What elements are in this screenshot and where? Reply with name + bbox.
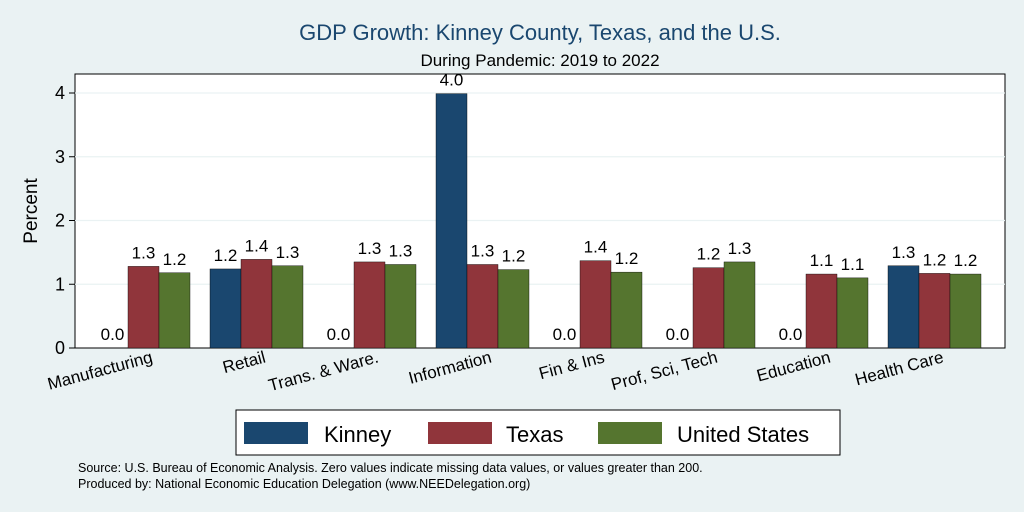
data-label-texas: 1.2 — [697, 245, 721, 264]
bar-united-states — [949, 273, 982, 349]
data-label-united-states: 1.3 — [276, 243, 300, 262]
data-label-kinney: 4.0 — [440, 71, 464, 90]
data-label-kinney: 0.0 — [327, 325, 351, 344]
data-labels: 0.0 1.2 0.0 4.0 0.0 0.0 0.0 1.3 1.3 1.4 1.3 1.3 1.4 1… — [101, 71, 978, 344]
bar-kinney — [887, 265, 920, 349]
category-label: Retail — [221, 348, 268, 378]
data-label-united-states: 1.2 — [502, 247, 526, 266]
bar-texas — [692, 267, 725, 349]
data-label-kinney: 0.0 — [779, 325, 803, 344]
data-label-united-states: 1.2 — [163, 250, 187, 269]
data-label-texas: 1.3 — [132, 243, 156, 262]
data-label-texas: 1.4 — [584, 238, 608, 257]
data-label-united-states: 1.3 — [389, 241, 413, 260]
data-label-kinney: 0.0 — [553, 325, 577, 344]
bar-united-states — [497, 269, 530, 349]
legend-label-texas: Texas — [506, 422, 563, 447]
bar-kinney — [435, 93, 468, 349]
legend-box — [235, 409, 841, 456]
data-label-united-states: 1.2 — [615, 249, 639, 268]
data-label-texas: 1.2 — [923, 250, 947, 269]
bar-united-states — [384, 264, 417, 349]
data-label-kinney: 1.3 — [892, 243, 916, 262]
legend: Kinney Texas United States — [235, 409, 841, 456]
data-label-united-states: 1.3 — [728, 239, 752, 258]
bar-texas — [353, 261, 386, 349]
data-label-texas: 1.3 — [358, 239, 382, 258]
category-label: Trans. & Ware. — [266, 348, 380, 396]
data-label-kinney: 1.2 — [214, 246, 238, 265]
category-label: Prof, Sci, Tech — [609, 348, 719, 395]
data-label-texas: 1.1 — [810, 251, 834, 270]
y-tick-label: 1 — [55, 274, 65, 294]
data-label-texas: 1.4 — [245, 236, 269, 255]
bar-texas — [805, 273, 838, 349]
y-tick-label: 3 — [55, 147, 65, 167]
legend-swatch-kinney — [244, 422, 308, 444]
y-tick-label: 4 — [55, 83, 65, 103]
y-tick-label: 2 — [55, 211, 65, 231]
category-label: Information — [406, 348, 493, 388]
bar-texas — [466, 264, 499, 349]
data-label-united-states: 1.1 — [841, 255, 865, 274]
category-label: Health Care — [853, 348, 946, 390]
data-label-kinney: 0.0 — [101, 325, 125, 344]
category-label: Education — [755, 348, 833, 386]
bar-united-states — [271, 265, 304, 349]
chart-title: GDP Growth: Kinney County, Texas, and th… — [299, 20, 781, 45]
produced-by-note: Produced by: National Economic Education… — [78, 477, 530, 491]
bar-united-states — [158, 272, 191, 349]
data-label-kinney: 0.0 — [666, 325, 690, 344]
bar-texas — [127, 266, 160, 349]
y-axis: 0 1 2 3 4 — [55, 83, 75, 358]
bar-texas — [579, 260, 612, 349]
legend-label-united-states: United States — [677, 422, 809, 447]
category-label: Fin & Ins — [537, 348, 607, 384]
bar-united-states — [610, 271, 643, 349]
bar-united-states — [836, 277, 869, 349]
y-axis-label: Percent — [21, 178, 42, 244]
data-label-united-states: 1.2 — [954, 251, 978, 270]
bar-kinney — [209, 268, 242, 349]
bar-united-states — [723, 261, 756, 349]
source-note: Source: U.S. Bureau of Economic Analysis… — [78, 461, 703, 475]
bars — [127, 93, 982, 349]
data-label-texas: 1.3 — [471, 241, 495, 260]
legend-swatch-united-states — [598, 422, 662, 444]
legend-swatch-texas — [428, 422, 492, 444]
y-tick-label: 0 — [55, 338, 65, 358]
bar-texas — [240, 259, 273, 349]
bar-texas — [918, 273, 951, 349]
chart-subtitle: During Pandemic: 2019 to 2022 — [420, 51, 659, 70]
legend-label-kinney: Kinney — [324, 422, 391, 447]
